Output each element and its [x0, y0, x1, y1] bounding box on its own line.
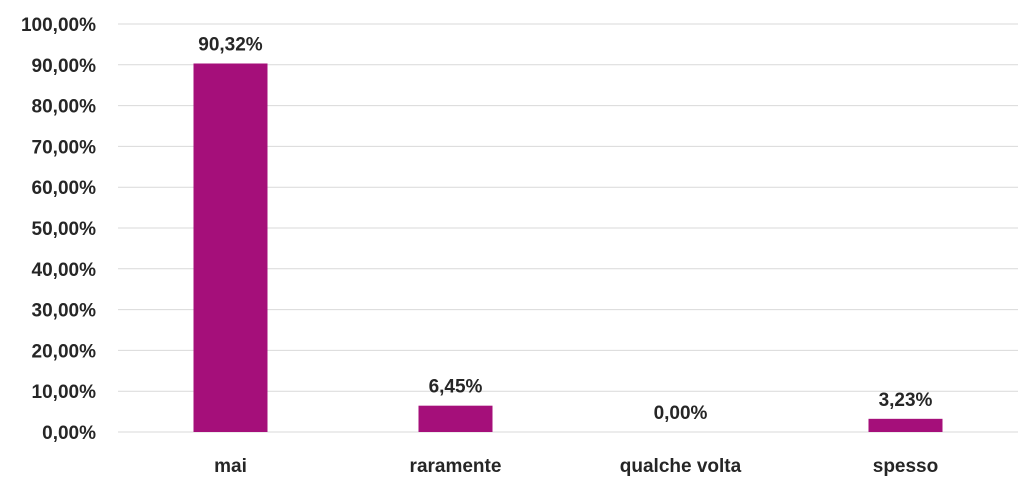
bar-raramente — [418, 405, 493, 432]
y-tick-label: 80,00% — [32, 97, 97, 118]
category-label: raramente — [410, 456, 502, 477]
y-axis-tick-labels: 0,00% 10,00% 20,00% 30,00% 40,00% 50,00% 60,00… — [21, 15, 96, 444]
y-tick-label: 50,00% — [32, 219, 97, 240]
bar-spesso — [868, 418, 943, 432]
category-label: qualche volta — [620, 456, 742, 477]
data-label: 3,23% — [879, 390, 933, 411]
category-label: spesso — [873, 456, 938, 477]
data-label: 0,00% — [654, 403, 708, 424]
data-labels: 90,32% 6,45% 0,00% 3,23% — [198, 34, 932, 424]
data-label: 6,45% — [429, 377, 483, 398]
y-tick-label: 70,00% — [32, 137, 97, 158]
category-label: mai — [214, 456, 247, 477]
bars — [193, 63, 943, 433]
y-tick-label: 40,00% — [32, 260, 97, 281]
x-axis-category-labels: mai raramente qualche volta spesso — [214, 456, 938, 477]
bar-mai — [193, 63, 268, 433]
y-tick-label: 60,00% — [32, 178, 97, 199]
y-tick-label: 100,00% — [21, 15, 96, 36]
y-tick-label: 0,00% — [42, 423, 96, 444]
gridlines — [118, 23, 1018, 433]
data-label: 90,32% — [198, 34, 263, 55]
y-tick-label: 90,00% — [32, 56, 97, 77]
y-tick-label: 30,00% — [32, 301, 97, 322]
y-tick-label: 10,00% — [32, 382, 97, 403]
y-tick-label: 20,00% — [32, 341, 97, 362]
